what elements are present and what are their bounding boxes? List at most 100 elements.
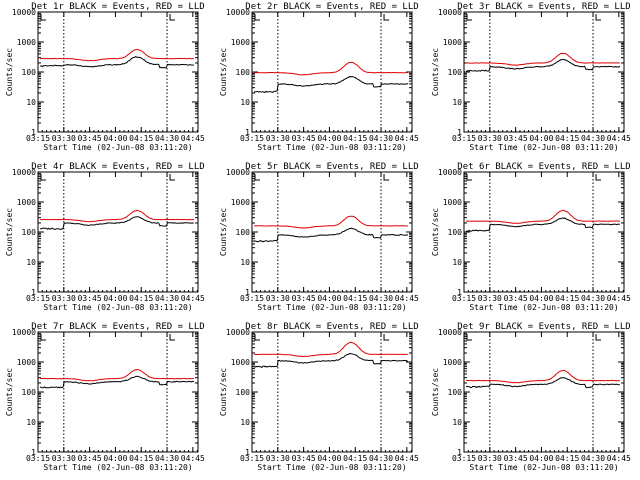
start-flag-icon (40, 174, 46, 181)
y-tick-label: 10000 (438, 168, 462, 177)
x-tick-label: 03:30 (52, 134, 76, 143)
y-axis-label: Counts/sec (431, 48, 440, 96)
end-flag-icon (383, 14, 390, 21)
x-axis-label: Start Time (02-Jun-08 03:11:20) (257, 463, 406, 472)
y-tick-label: 1000 (17, 198, 36, 207)
x-tick-label: 04:00 (103, 134, 127, 143)
events-series-line (253, 75, 409, 94)
end-flag-icon (595, 174, 602, 181)
start-flag-icon (466, 14, 472, 21)
x-axis-label: Start Time (02-Jun-08 03:11:20) (43, 303, 192, 312)
y-tick-label: 1000 (17, 358, 36, 367)
start-flag-icon (466, 174, 472, 181)
panel-title: Det 5r BLACK = Events, RED = LLD (245, 162, 418, 172)
lld-series-line (254, 215, 408, 229)
lld-series-line (466, 209, 620, 224)
x-tick-label: 03:30 (478, 454, 502, 463)
x-tick-label: 03:15 (452, 134, 476, 143)
x-tick-label: 04:30 (369, 294, 393, 303)
x-tick-label: 04:45 (607, 134, 631, 143)
x-tick-label: 04:00 (103, 454, 127, 463)
x-tick-label: 04:00 (529, 134, 553, 143)
x-tick-label: 04:00 (317, 134, 341, 143)
x-tick-label: 04:00 (529, 454, 553, 463)
x-tick-label: 04:00 (317, 454, 341, 463)
panel-title: Det 3r BLACK = Events, RED = LLD (457, 2, 630, 12)
lld-series-line (466, 52, 620, 66)
panel-title: Det 4r BLACK = Events, RED = LLD (31, 162, 204, 172)
x-tick-label: 03:30 (52, 294, 76, 303)
y-axis-label: Counts/sec (431, 208, 440, 256)
y-tick-label: 10000 (438, 328, 462, 337)
x-tick-label: 04:30 (155, 454, 179, 463)
x-tick-label: 04:15 (343, 134, 367, 143)
x-tick-label: 03:30 (266, 134, 290, 143)
y-tick-label: 1 (245, 448, 250, 457)
events-series-line (465, 217, 620, 232)
start-flag-icon (40, 14, 46, 21)
panel-9: Det 9r BLACK = Events, RED = LLD 1 10 100 10… (431, 322, 631, 472)
x-tick-label: 04:15 (343, 294, 367, 303)
x-tick-label: 03:30 (478, 294, 502, 303)
x-tick-label: 03:30 (478, 134, 502, 143)
x-tick-label: 03:30 (266, 294, 290, 303)
y-axis-label: Counts/sec (5, 368, 14, 416)
events-series-line (253, 352, 408, 369)
y-tick-label: 10000 (226, 168, 250, 177)
y-tick-label: 100 (22, 228, 37, 237)
y-tick-label: 10000 (438, 8, 462, 17)
lld-series-line (254, 61, 408, 76)
x-axis-label: Start Time (02-Jun-08 03:11:20) (469, 303, 618, 312)
y-tick-label: 1 (31, 288, 36, 297)
y-tick-label: 10 (452, 418, 462, 427)
y-tick-label: 10000 (226, 328, 250, 337)
plot-frame (37, 171, 199, 293)
events-series-line (254, 227, 409, 243)
y-axis-label: Counts/sec (219, 368, 228, 416)
y-tick-label: 10 (452, 258, 462, 267)
x-tick-label: 03:30 (52, 454, 76, 463)
x-tick-label: 04:15 (129, 454, 153, 463)
events-series-line (465, 58, 621, 72)
y-tick-label: 10 (452, 98, 462, 107)
x-tick-label: 04:45 (395, 134, 419, 143)
y-tick-label: 10000 (226, 8, 250, 17)
x-tick-label: 04:45 (607, 294, 631, 303)
x-tick-label: 04:45 (181, 454, 205, 463)
x-tick-label: 03:45 (78, 134, 102, 143)
end-flag-icon (595, 334, 602, 341)
x-tick-label: 04:45 (607, 454, 631, 463)
x-tick-label: 03:30 (266, 454, 290, 463)
y-tick-label: 1000 (231, 358, 250, 367)
y-tick-label: 1000 (17, 38, 36, 47)
x-axis-label: Start Time (02-Jun-08 03:11:20) (43, 143, 192, 152)
end-flag-icon (383, 174, 390, 181)
x-tick-label: 04:00 (529, 294, 553, 303)
panel-8: Det 8r BLACK = Events, RED = LLD 1 10 100 10… (219, 322, 419, 472)
y-tick-label: 100 (236, 388, 251, 397)
y-tick-label: 10 (26, 418, 36, 427)
events-series-line (465, 377, 620, 389)
panel-2: Det 2r BLACK = Events, RED = LLD 1 10 100 10… (219, 2, 419, 152)
x-axis-label: Start Time (02-Jun-08 03:11:20) (257, 303, 406, 312)
x-tick-label: 04:45 (181, 294, 205, 303)
plot-frame (251, 171, 413, 293)
plot-frame (37, 331, 199, 453)
start-flag-icon (466, 334, 472, 341)
panel-title: Det 8r BLACK = Events, RED = LLD (245, 322, 418, 332)
x-tick-label: 04:00 (103, 294, 127, 303)
x-tick-label: 04:30 (369, 454, 393, 463)
y-tick-label: 10 (240, 258, 250, 267)
y-tick-label: 100 (236, 68, 251, 77)
plot-frame (463, 171, 625, 293)
panel-title: Det 1r BLACK = Events, RED = LLD (31, 2, 204, 12)
lld-series-line (40, 49, 194, 62)
x-tick-label: 03:15 (26, 454, 50, 463)
x-tick-label: 03:15 (240, 134, 264, 143)
lld-series-line (40, 369, 194, 382)
panel-1: Det 1r BLACK = Events, RED = LLD 1 10 100 10… (5, 2, 205, 152)
x-tick-label: 04:30 (581, 454, 605, 463)
panel-3: Det 3r BLACK = Events, RED = LLD 1 10 100 10… (431, 2, 631, 152)
